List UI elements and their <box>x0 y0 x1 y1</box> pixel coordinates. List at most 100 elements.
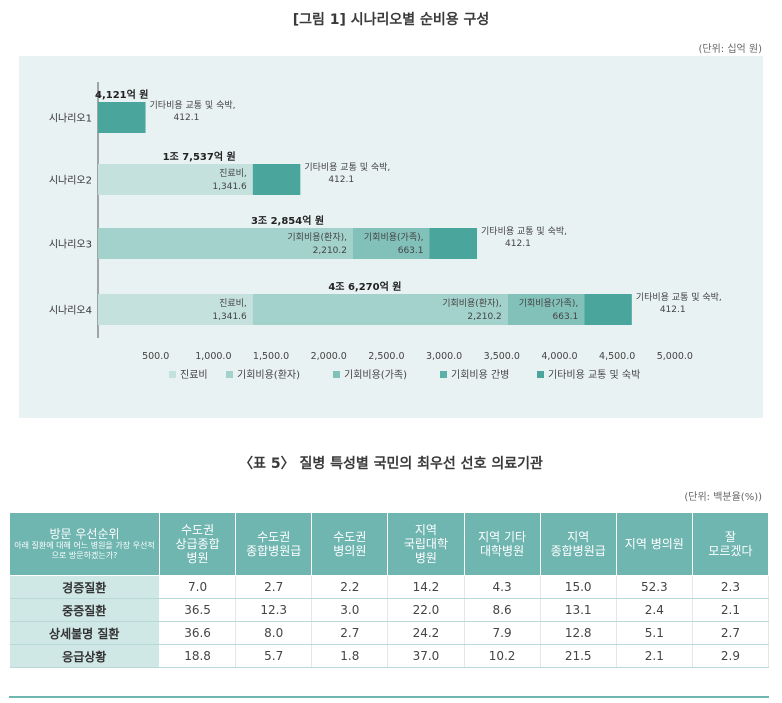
table-cell: 5.1 <box>616 621 693 645</box>
table-cell: 2.1 <box>692 598 770 622</box>
data-label-value: 412.1 <box>505 239 531 249</box>
legend-swatch <box>440 371 447 378</box>
table-bottom-rule <box>9 696 769 698</box>
legend-label: 기타비용 교통 및 숙박 <box>548 369 640 381</box>
category-label: 시나리오3 <box>49 239 92 251</box>
x-tick-label: 4,500.0 <box>599 351 635 362</box>
figure-unit: (단위: 십억 원) <box>698 44 762 55</box>
table-row: 중증질환 36.5 12.3 3.0 22.0 8.6 13.1 2.4 2.1 <box>9 598 770 622</box>
figure-title: [그림 1] 시나리오별 순비용 구성 <box>292 12 490 28</box>
table-cell: 24.2 <box>387 621 465 645</box>
data-label-value: 412.1 <box>328 175 354 185</box>
data-label-value: 412.1 <box>174 113 200 123</box>
x-tick-label: 4,000.0 <box>541 351 577 362</box>
legend-swatch <box>226 371 233 378</box>
row-label: 경증질환 <box>9 575 160 599</box>
data-label-value: 2,210.2 <box>467 312 501 322</box>
data-label: 진료비, <box>219 168 247 179</box>
data-label-value: 412.1 <box>660 305 686 315</box>
total-label: 4,121억 원 <box>95 88 149 101</box>
table-cell: 18.8 <box>159 644 237 668</box>
table-cell: 1.8 <box>311 644 389 668</box>
row-label: 중증질환 <box>9 598 160 622</box>
data-label: 기타비용 교통 및 숙박, <box>304 161 390 173</box>
x-tick-label: 1,000.0 <box>195 351 231 362</box>
table-cell: 4.3 <box>464 575 541 599</box>
table-cell: 52.3 <box>616 575 693 599</box>
table-row: 상세불명 질환 36.6 8.0 2.7 24.2 7.9 12.8 5.1 2… <box>9 621 770 645</box>
table-cell: 12.8 <box>540 621 617 645</box>
bar-segment <box>252 294 508 325</box>
bar-segment <box>98 164 253 195</box>
legend-swatch <box>333 371 340 378</box>
table-cell: 10.2 <box>464 644 541 668</box>
bar-segment <box>584 294 632 325</box>
data-label: 기회비용(환자), <box>442 297 502 309</box>
data-label: 기회비용(가족), <box>364 232 424 243</box>
corner-header: 방문 우선순위 아래 질환에 대해 어느 병원을 가장 우선적으로 방문하겠는가… <box>9 512 160 576</box>
table-cell: 2.3 <box>692 575 770 599</box>
bar-segment <box>98 102 146 133</box>
preference-table: 방문 우선순위 아래 질환에 대해 어느 병원을 가장 우선적으로 방문하겠는가… <box>9 512 770 668</box>
col-header: 지역 종합병원급 <box>539 512 617 576</box>
table-cell: 2.4 <box>616 598 693 622</box>
table-cell: 14.2 <box>387 575 465 599</box>
category-label: 시나리오4 <box>49 305 92 317</box>
table-cell: 8.0 <box>235 621 313 645</box>
table-cell: 3.0 <box>311 598 389 622</box>
table-cell: 2.7 <box>692 621 770 645</box>
x-tick-label: 5,000.0 <box>657 351 693 362</box>
col-header: 수도권 종합병원급 <box>235 512 313 576</box>
bar-segment <box>352 228 430 259</box>
x-tick-label: 2,500.0 <box>368 351 404 362</box>
data-label-value: 663.1 <box>398 246 424 256</box>
table-cell: 37.0 <box>387 644 465 668</box>
table-cell: 36.6 <box>159 621 237 645</box>
data-label-value: 2,210.2 <box>313 246 347 256</box>
col-header: 지역 기타 대학병원 <box>463 512 541 576</box>
legend-label: 기회비용 간병 <box>451 369 509 381</box>
col-header: 지역 국립대학 병원 <box>387 512 465 576</box>
x-tick-label: 2,000.0 <box>311 351 347 362</box>
table-cell: 2.7 <box>235 575 313 599</box>
category-label: 시나리오1 <box>49 113 92 125</box>
row-label: 상세불명 질환 <box>9 621 160 645</box>
data-label: 기타비용 교통 및 숙박, <box>150 99 236 111</box>
x-tick-label: 500.0 <box>142 351 169 362</box>
col-header: 지역 병의원 <box>615 512 693 576</box>
table-row: 응급상황 18.8 5.7 1.8 37.0 10.2 21.5 2.1 2.9 <box>9 644 770 668</box>
bar-segment <box>98 228 353 259</box>
legend-swatch <box>169 371 176 378</box>
data-label: 기타비용 교통 및 숙박, <box>636 291 722 303</box>
table-row: 경증질환 7.0 2.7 2.2 14.2 4.3 15.0 52.3 2.3 <box>9 575 770 599</box>
col-header: 수도권 병의원 <box>311 512 389 576</box>
legend-label: 기회비용(환자) <box>237 369 300 381</box>
table-cell: 2.7 <box>311 621 389 645</box>
data-label-value: 663.1 <box>553 312 579 322</box>
legend-swatch <box>537 371 544 378</box>
table-cell: 21.5 <box>540 644 617 668</box>
corner-label: 방문 우선순위 <box>49 527 120 541</box>
table-cell: 8.6 <box>464 598 541 622</box>
total-label: 4조 6,270억 원 <box>328 280 401 293</box>
table-cell: 2.9 <box>692 644 770 668</box>
table-cell: 7.0 <box>159 575 237 599</box>
table-cell: 13.1 <box>540 598 617 622</box>
legend-label: 진료비 <box>180 369 208 381</box>
data-label: 기회비용(환자), <box>287 231 347 243</box>
data-label-value: 1,341.6 <box>212 182 247 192</box>
col-header: 잘 모르겠다 <box>691 512 770 576</box>
table-header-row: 방문 우선순위 아래 질환에 대해 어느 병원을 가장 우선적으로 방문하겠는가… <box>9 512 770 576</box>
table-cell: 5.7 <box>235 644 313 668</box>
data-label-value: 1,341.6 <box>212 312 247 322</box>
table-cell: 36.5 <box>159 598 237 622</box>
category-label: 시나리오2 <box>49 175 92 187</box>
table-unit: (단위: 백분율(%)) <box>684 492 762 503</box>
data-label: 기타비용 교통 및 숙박, <box>481 225 567 237</box>
table-cell: 7.9 <box>464 621 541 645</box>
table-cell: 22.0 <box>387 598 465 622</box>
corner-sub: 아래 질환에 대해 어느 병원을 가장 우선적으로 방문하겠는가? <box>14 541 155 560</box>
bar-segment <box>98 294 253 325</box>
